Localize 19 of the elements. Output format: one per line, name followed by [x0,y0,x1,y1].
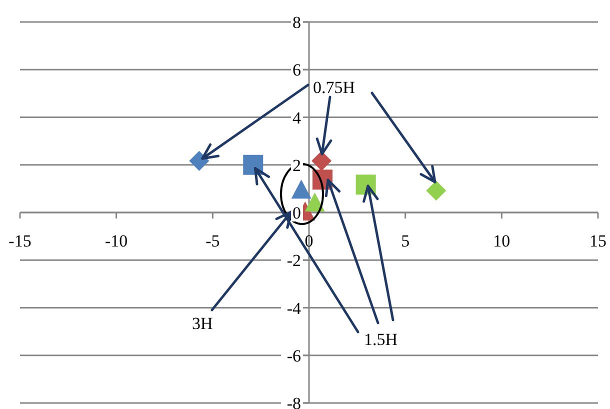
y-tick-label: 0 [292,204,301,222]
y-tick-label: 8 [292,13,301,32]
y-tick-label: 2 [292,156,301,175]
x-tick-label: 0 [304,232,314,250]
y-tick-label: 6 [292,60,301,80]
annotation: 0.75H [313,78,356,97]
x-tick-label: -15 [8,232,32,250]
annotation: 3H [192,314,213,333]
x-tick-label: 10 [493,232,510,250]
annotation: 1.5H [364,330,398,349]
y-tick-label: -4 [286,298,302,318]
y-tick-label: -6 [286,346,301,366]
y-tick-label: 4 [292,108,302,128]
y-tick-label: -2 [286,251,301,270]
x-tick-label: 5 [401,232,410,250]
y-tick-label: -8 [286,394,301,409]
x-tick-label: -10 [104,232,128,250]
x-tick-label: 15 [590,232,606,250]
x-tick-label: -5 [206,232,220,250]
